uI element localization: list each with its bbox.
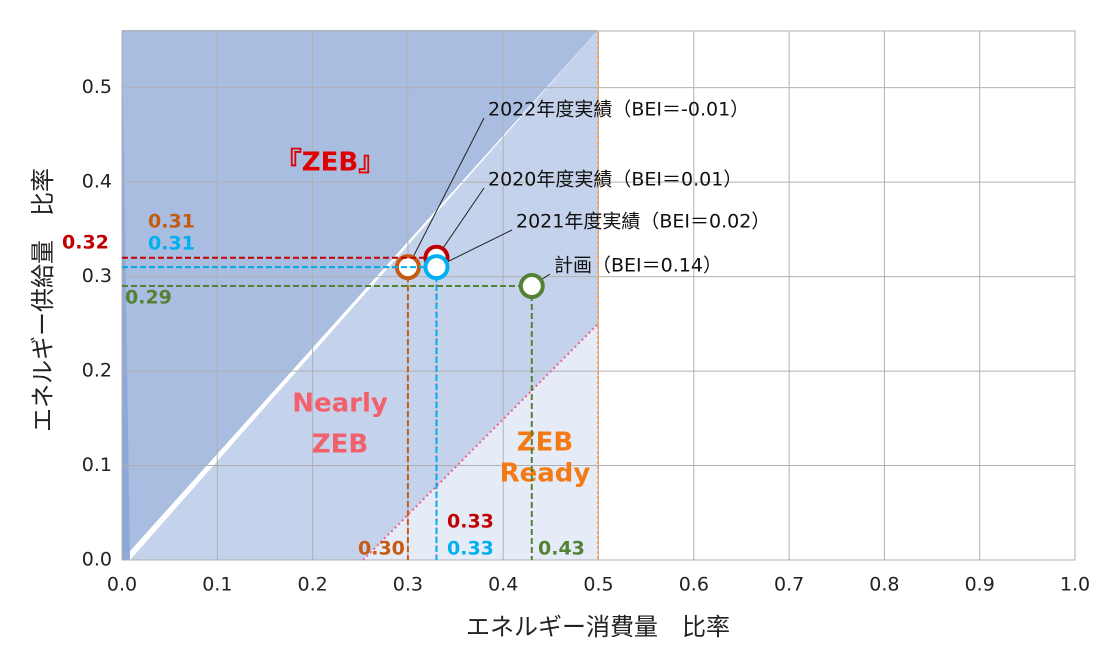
- region-label: ZEB: [517, 428, 573, 458]
- region-label: Ready: [500, 459, 591, 489]
- x-value-label: 0.33: [447, 511, 494, 533]
- leader: [436, 229, 513, 268]
- x-axis-title: エネルギー消費量 比率: [466, 613, 730, 641]
- x-value-label: 0.30: [358, 538, 405, 560]
- y-tick-label: 0.2: [82, 360, 112, 382]
- callout: 2022年度実績（BEI＝-0.01）: [488, 99, 749, 121]
- zeb-region-edge: [122, 30, 130, 560]
- region-label: ZEB: [312, 430, 368, 460]
- callout: 計画（BEI＝0.14）: [554, 255, 722, 277]
- x-tick-label: 0.3: [393, 574, 423, 596]
- nearly-zeb-limit: [362, 323, 599, 561]
- x-tick-label: 0.1: [202, 574, 232, 596]
- y-tick-label: 0.0: [82, 549, 112, 571]
- leader: [407, 117, 485, 268]
- y-value-label: 0.31: [148, 211, 195, 233]
- region-label: 『ZEB』: [276, 147, 384, 178]
- y-tick-label: 0.4: [82, 171, 112, 193]
- region-label: Nearly: [292, 389, 388, 419]
- x-tick-label: 0.9: [965, 574, 995, 596]
- x-tick-label: 0.2: [297, 574, 327, 596]
- x-tick-label: 0.6: [679, 574, 709, 596]
- point: [518, 273, 545, 300]
- y-tick-label: 0.1: [82, 454, 112, 476]
- x-tick-label: 0.7: [774, 574, 804, 596]
- leader: [436, 187, 485, 258]
- zeb-region: [122, 30, 598, 560]
- x-tick-label: 1.0: [1060, 574, 1090, 596]
- x-tick-label: 0.5: [583, 574, 613, 596]
- y-tick-label: 0.3: [82, 265, 112, 287]
- y-tick-label: 0.5: [82, 76, 112, 98]
- nearly-zeb-region: [130, 30, 598, 560]
- x-value-label: 0.43: [538, 538, 585, 560]
- y-axis-title: エネルギー供給量 比率: [29, 168, 57, 432]
- regions: [122, 30, 598, 560]
- point: [423, 254, 450, 281]
- y-value-label: 0.31: [148, 233, 195, 255]
- callout: 2020年度実績（BEI＝0.01）: [488, 169, 742, 191]
- x-tick-label: 0.8: [869, 574, 899, 596]
- y-value-label: 0.32: [62, 232, 109, 254]
- x-tick-label: 0.4: [488, 574, 518, 596]
- y-value-label: 0.29: [125, 287, 172, 309]
- x-tick-label: 0.0: [107, 574, 137, 596]
- x-value-label: 0.33: [447, 538, 494, 560]
- callout: 2021年度実績（BEI＝0.02）: [516, 211, 770, 233]
